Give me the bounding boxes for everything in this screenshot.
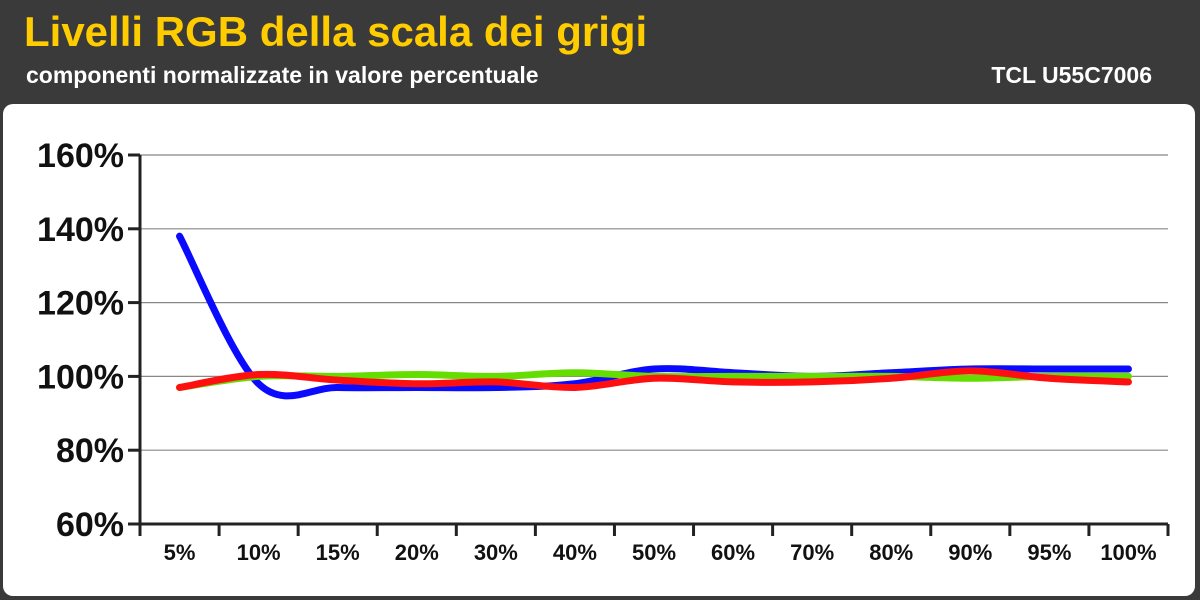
y-tick-label: 140% [37,211,124,249]
x-tick-label: 10% [237,540,281,565]
x-tick-label: 80% [869,540,913,565]
axes [128,153,1170,536]
series-line-red [176,367,1132,391]
y-tick-label: 160% [37,137,124,175]
chart-panel [3,104,1195,596]
series-lines [176,232,1132,400]
x-tick-label: 90% [948,540,992,565]
x-tick-label: 30% [474,540,518,565]
x-tick-labels: 5% 10% 15% 20% 30% 40% 50% 60% 70% 80% 90% 95% 100% [164,540,1157,565]
x-tick-label: 95% [1027,540,1071,565]
model-label: TCL U55C7006 [991,62,1152,88]
header: Livelli RGB della scala dei grigi compon… [0,0,1200,104]
x-tick-label: 40% [553,540,597,565]
y-tick-labels: 60% 80% 100% 120% 140% 160% [37,137,124,544]
x-tick-label: 5% [164,540,196,565]
x-tick-label: 70% [790,540,834,565]
x-tick-label: 50% [632,540,676,565]
x-tick-label: 20% [395,540,439,565]
x-tick-label: 60% [711,540,755,565]
y-tick-label: 80% [56,432,124,470]
x-tick-label: 100% [1100,540,1156,565]
grid-lines [140,154,1168,451]
y-tick-label: 100% [37,358,124,396]
x-tick-label: 15% [316,540,360,565]
y-tick-label: 60% [56,506,124,544]
y-tick-label: 120% [37,285,124,323]
chart-subtitle: componenti normalizzate in valore percen… [26,62,539,88]
chart-title: Livelli RGB della scala dei grigi [24,8,648,55]
